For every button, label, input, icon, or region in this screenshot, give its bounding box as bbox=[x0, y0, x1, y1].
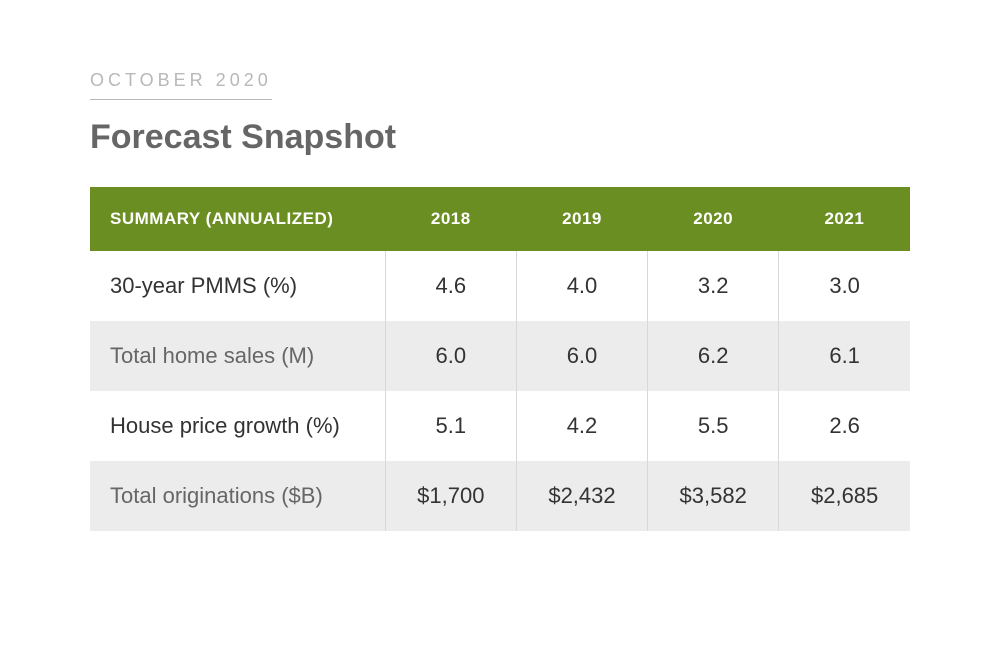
summary-header: SUMMARY (ANNUALIZED) bbox=[90, 187, 385, 251]
data-cell: 6.0 bbox=[385, 321, 516, 391]
data-cell: $2,685 bbox=[779, 461, 910, 531]
forecast-table: SUMMARY (ANNUALIZED) 2018 2019 2020 2021… bbox=[90, 187, 910, 531]
column-header: 2019 bbox=[516, 187, 647, 251]
column-header: 2021 bbox=[779, 187, 910, 251]
data-cell: 6.0 bbox=[516, 321, 647, 391]
table-row: House price growth (%) 5.1 4.2 5.5 2.6 bbox=[90, 391, 910, 461]
data-cell: 6.2 bbox=[648, 321, 779, 391]
data-cell: $3,582 bbox=[648, 461, 779, 531]
data-cell: 5.1 bbox=[385, 391, 516, 461]
page-title: Forecast Snapshot bbox=[90, 118, 910, 157]
data-cell: 6.1 bbox=[779, 321, 910, 391]
data-cell: 4.2 bbox=[516, 391, 647, 461]
row-label: 30-year PMMS (%) bbox=[90, 251, 385, 321]
table-row: Total originations ($B) $1,700 $2,432 $3… bbox=[90, 461, 910, 531]
table-row: 30-year PMMS (%) 4.6 4.0 3.2 3.0 bbox=[90, 251, 910, 321]
column-header: 2018 bbox=[385, 187, 516, 251]
data-cell: 3.2 bbox=[648, 251, 779, 321]
data-cell: $2,432 bbox=[516, 461, 647, 531]
date-label: OCTOBER 2020 bbox=[90, 70, 272, 100]
column-header: 2020 bbox=[648, 187, 779, 251]
data-cell: 3.0 bbox=[779, 251, 910, 321]
data-cell: 5.5 bbox=[648, 391, 779, 461]
data-cell: 2.6 bbox=[779, 391, 910, 461]
row-label: Total home sales (M) bbox=[90, 321, 385, 391]
data-cell: $1,700 bbox=[385, 461, 516, 531]
table-header-row: SUMMARY (ANNUALIZED) 2018 2019 2020 2021 bbox=[90, 187, 910, 251]
data-cell: 4.6 bbox=[385, 251, 516, 321]
table-row: Total home sales (M) 6.0 6.0 6.2 6.1 bbox=[90, 321, 910, 391]
data-cell: 4.0 bbox=[516, 251, 647, 321]
row-label: House price growth (%) bbox=[90, 391, 385, 461]
row-label: Total originations ($B) bbox=[90, 461, 385, 531]
